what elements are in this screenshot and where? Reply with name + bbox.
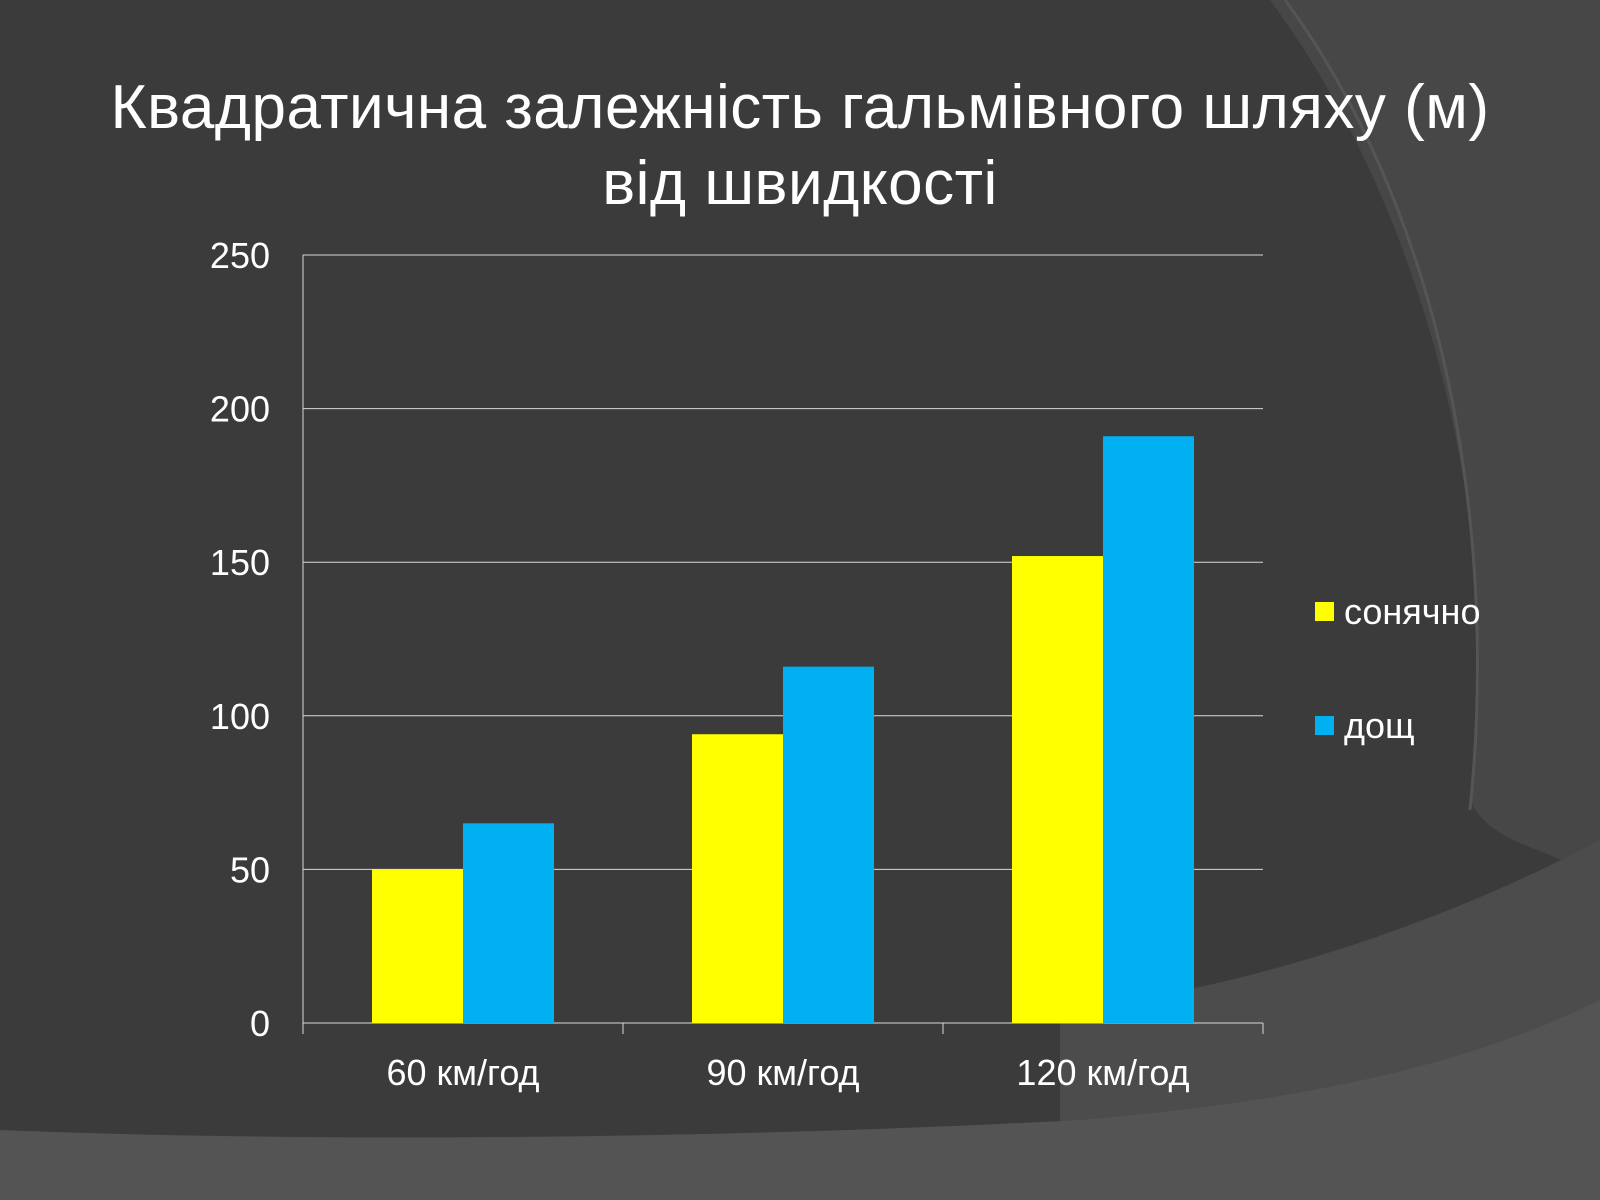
bar-дощ-120 км/год <box>1103 436 1194 1023</box>
legend-swatch <box>1315 602 1334 621</box>
x-tick-labels: 60 км/год 90 км/год 120 км/год <box>386 1052 1189 1093</box>
y-tick-labels: 0 50 100 150 200 250 <box>210 235 270 1044</box>
legend: сонячно дощ <box>1315 591 1480 746</box>
chart-title: Квадратична залежність гальмівного шляху… <box>80 70 1520 222</box>
y-tick-label: 150 <box>210 542 270 583</box>
chart-title-line-1: Квадратична залежність гальмівного шляху… <box>110 73 1490 142</box>
legend-swatch <box>1315 716 1334 735</box>
bar-сонячно-60 км/год <box>372 869 463 1023</box>
bars <box>372 436 1194 1023</box>
bar-сонячно-90 км/год <box>692 734 783 1023</box>
legend-label: дощ <box>1344 705 1415 746</box>
x-tick-label: 60 км/год <box>386 1052 539 1093</box>
chart-title-line-2: від швидкості <box>602 149 998 218</box>
legend-label: сонячно <box>1344 591 1480 632</box>
y-tick-label: 0 <box>250 1003 270 1044</box>
y-tick-label: 100 <box>210 696 270 737</box>
y-tick-label: 50 <box>230 849 270 890</box>
y-tick-label: 200 <box>210 389 270 430</box>
bar-сонячно-120 км/год <box>1012 556 1103 1023</box>
y-tick-label: 250 <box>210 235 270 276</box>
bar-дощ-90 км/год <box>783 666 874 1023</box>
x-tick-label: 90 км/год <box>706 1052 859 1093</box>
x-tick-label: 120 км/год <box>1016 1052 1189 1093</box>
bar-дощ-60 км/год <box>463 823 554 1023</box>
